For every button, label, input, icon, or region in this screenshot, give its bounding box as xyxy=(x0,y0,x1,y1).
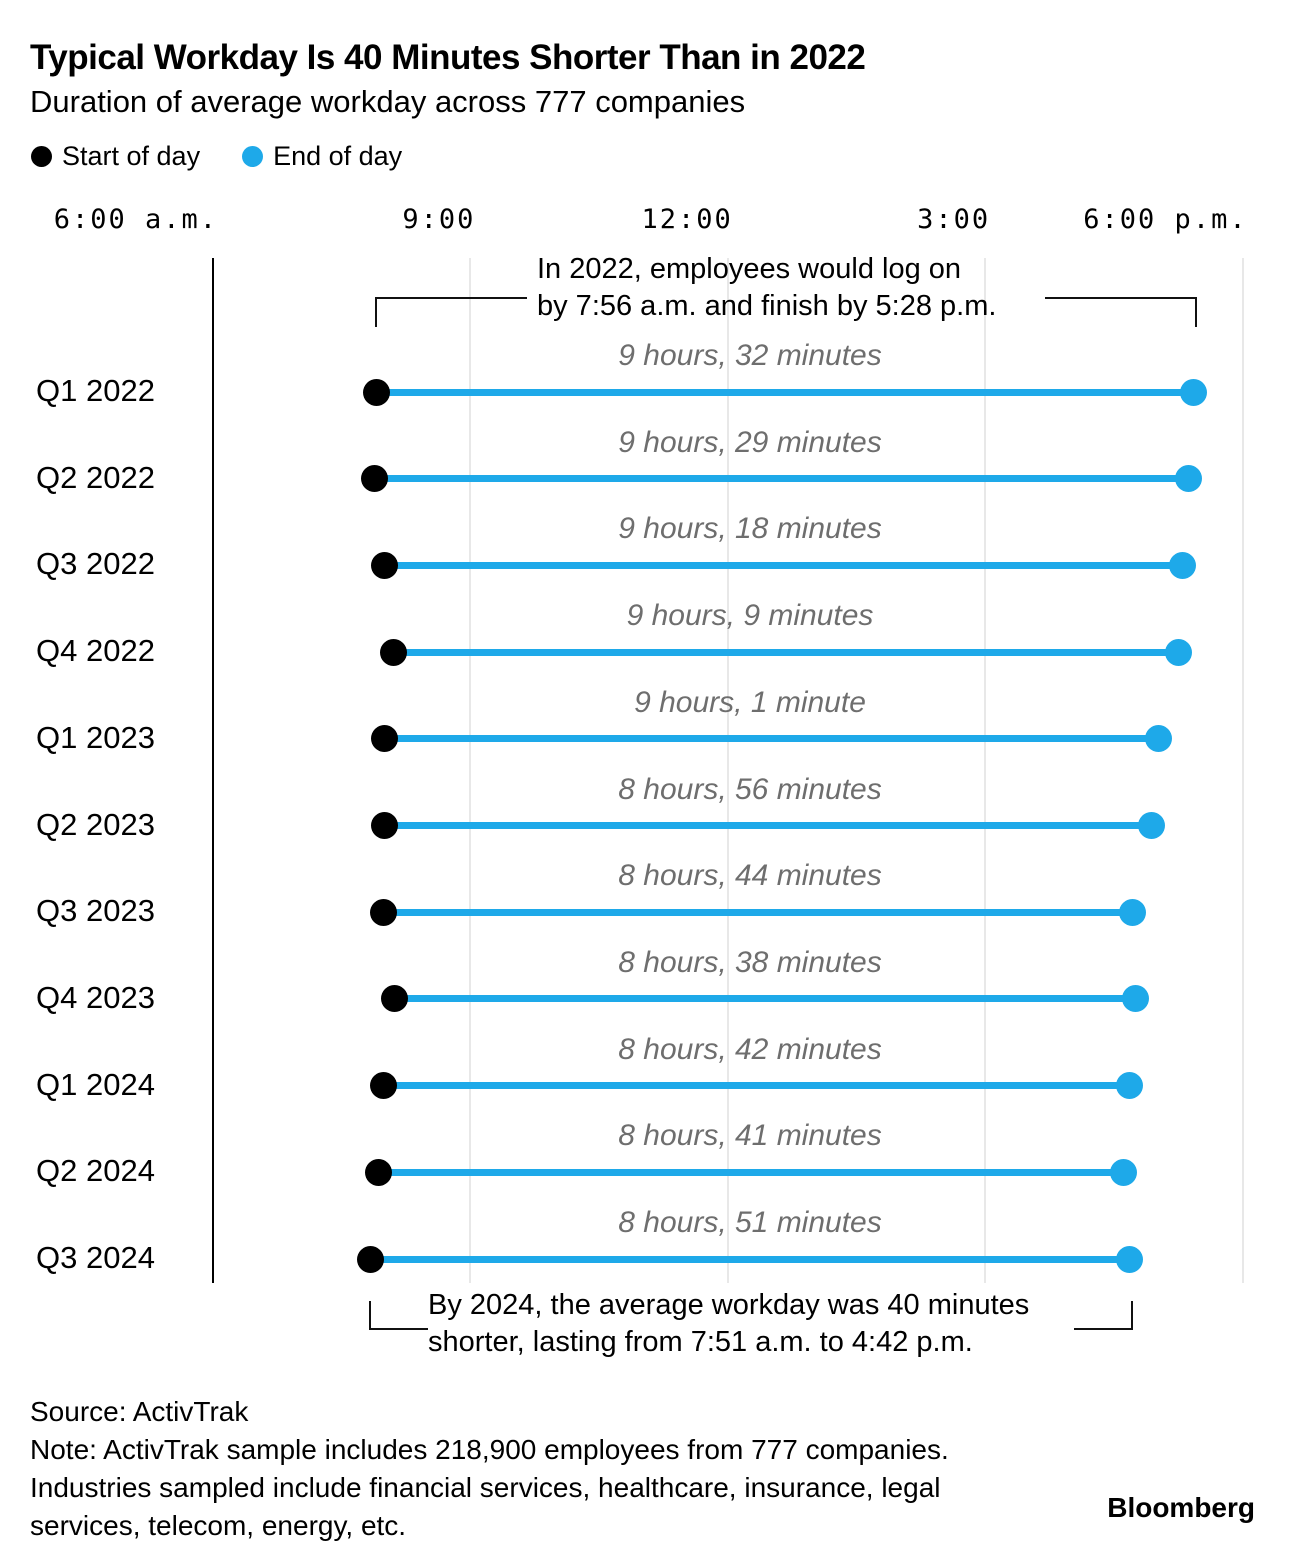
x-tick-label: 6:00 a.m. xyxy=(53,204,218,235)
duration-label: 9 hours, 9 minutes xyxy=(626,599,874,633)
duration-label: 8 hours, 42 minutes xyxy=(618,1032,882,1066)
start-of-day-marker xyxy=(369,1072,397,1100)
row-label: Q4 2023 xyxy=(36,979,155,1015)
start-of-day-marker xyxy=(362,378,390,406)
row-label: Q3 2022 xyxy=(36,546,155,582)
start-of-day-marker xyxy=(379,638,407,666)
start-of-day-marker xyxy=(365,1158,393,1186)
row-label: Q4 2022 xyxy=(36,633,155,669)
bracket-bottom-left xyxy=(369,1301,429,1330)
start-of-day-marker xyxy=(371,812,399,839)
workday-range-line xyxy=(384,822,1152,829)
row-label: Q3 2024 xyxy=(36,1240,155,1275)
duration-label: 8 hours, 51 minutes xyxy=(618,1206,882,1239)
row-label: Q2 2022 xyxy=(36,459,155,495)
end-of-day-marker xyxy=(1174,465,1202,493)
legend-item-start: Start of day xyxy=(31,141,200,172)
x-tick-label: 6:00 p.m. xyxy=(1083,204,1248,235)
annotation-2024-line1: By 2024, the average workday was 40 minu… xyxy=(428,1289,1030,1321)
x-tick-label: 9:00 xyxy=(402,204,476,235)
duration-label: 8 hours, 56 minutes xyxy=(618,772,882,806)
start-of-day-marker xyxy=(371,551,399,579)
bracket-top-left xyxy=(375,297,528,327)
annotation-2022-line2: by 7:56 a.m. and finish by 5:28 p.m. xyxy=(537,290,997,322)
duration-label: 9 hours, 18 minutes xyxy=(618,512,882,546)
note-block: Note: ActivTrak sample includes 218,900 … xyxy=(30,1431,949,1545)
start-of-day-marker xyxy=(361,465,389,493)
workday-range-line xyxy=(383,1082,1130,1090)
end-of-day-dot-icon xyxy=(242,146,264,167)
row-label: Q3 2023 xyxy=(36,893,155,929)
row-label: Q1 2022 xyxy=(36,373,155,408)
gridline xyxy=(726,258,729,1283)
end-of-day-marker xyxy=(1110,1158,1138,1186)
workday-range-line xyxy=(384,561,1183,569)
end-of-day-marker xyxy=(1180,378,1208,406)
source-line: Source: ActivTrak xyxy=(30,1396,249,1427)
legend-label-start: Start of day xyxy=(62,141,201,171)
chart-title: Typical Workday Is 40 Minutes Shorter Th… xyxy=(30,38,866,77)
workday-range-line xyxy=(370,1255,1130,1263)
bracket-bottom-right xyxy=(1073,1301,1133,1330)
end-of-day-marker xyxy=(1164,638,1192,666)
workday-range-line xyxy=(376,388,1194,396)
end-of-day-marker xyxy=(1169,551,1197,579)
bloomberg-logo: Bloomberg xyxy=(1107,1492,1255,1523)
duration-label: 9 hours, 29 minutes xyxy=(618,425,882,459)
chart-subtitle: Duration of average workday across 777 c… xyxy=(30,84,746,119)
note-line: services, telecom, energy, etc. xyxy=(30,1510,407,1541)
duration-label: 8 hours, 38 minutes xyxy=(618,945,882,979)
annotation-2022-line1: In 2022, employees would log on xyxy=(537,253,962,285)
start-of-day-marker xyxy=(356,1245,384,1273)
start-of-day-marker xyxy=(371,725,399,753)
workday-range-line xyxy=(378,1168,1124,1176)
gridline xyxy=(469,258,472,1283)
end-of-day-marker xyxy=(1119,898,1147,926)
x-tick-label: 12:00 xyxy=(641,204,733,235)
end-of-day-marker xyxy=(1116,1072,1144,1100)
row-label: Q2 2023 xyxy=(36,806,155,842)
note-line: Industries sampled include financial ser… xyxy=(30,1472,941,1503)
annotation-2022: In 2022, employees would log on by 7:56 … xyxy=(537,251,996,325)
duration-label: 8 hours, 44 minutes xyxy=(618,859,882,893)
x-tick-label: 3:00 xyxy=(917,204,991,235)
duration-label: 9 hours, 32 minutes xyxy=(618,339,882,372)
annotation-2024: By 2024, the average workday was 40 minu… xyxy=(428,1287,1029,1361)
start-of-day-marker xyxy=(369,898,397,926)
workday-range-line xyxy=(383,908,1133,916)
start-of-day-dot-icon xyxy=(31,146,52,167)
duration-label: 9 hours, 1 minute xyxy=(634,685,866,719)
row-label: Q2 2024 xyxy=(36,1153,155,1189)
gridline xyxy=(984,258,987,1283)
end-of-day-marker xyxy=(1144,725,1172,753)
note-line: Note: ActivTrak sample includes 218,900 … xyxy=(30,1434,949,1465)
y-axis-line xyxy=(212,258,214,1283)
legend-item-end: End of day xyxy=(242,141,402,172)
workday-range-line xyxy=(393,648,1179,656)
duration-label: 8 hours, 41 minutes xyxy=(618,1119,882,1153)
end-of-day-marker xyxy=(1116,1245,1144,1273)
bracket-top-right xyxy=(1044,297,1197,327)
start-of-day-marker xyxy=(381,985,409,1013)
legend: Start of day End of day xyxy=(31,141,402,172)
annotation-2024-line2: shorter, lasting from 7:51 a.m. to 4:42 … xyxy=(428,1326,973,1358)
workday-range-line xyxy=(374,475,1189,483)
workday-range-line xyxy=(384,735,1159,743)
row-label: Q1 2023 xyxy=(36,719,155,755)
legend-label-end: End of day xyxy=(273,141,403,171)
end-of-day-marker xyxy=(1137,812,1165,839)
end-of-day-marker xyxy=(1121,985,1149,1013)
row-label: Q1 2024 xyxy=(36,1066,155,1102)
gridline xyxy=(1241,258,1244,1283)
workday-range-line xyxy=(394,995,1136,1003)
